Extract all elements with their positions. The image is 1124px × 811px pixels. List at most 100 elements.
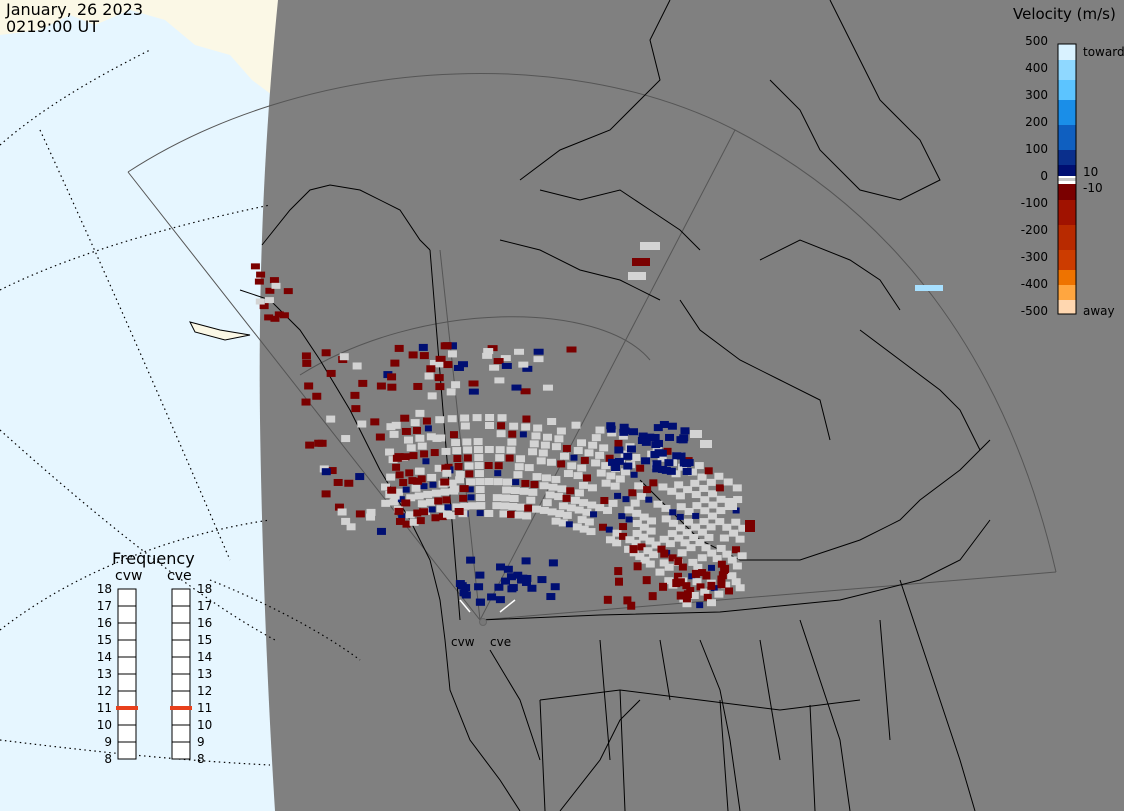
echo-cell bbox=[496, 563, 506, 571]
echo-cell bbox=[405, 511, 415, 519]
echo-cell bbox=[440, 488, 450, 496]
echo-cell bbox=[680, 539, 690, 547]
echo-cell bbox=[659, 535, 669, 543]
echo-cell bbox=[714, 472, 724, 480]
legend-title: Velocity (m/s) bbox=[1013, 5, 1116, 23]
echo-cell bbox=[402, 520, 411, 528]
frequency-box bbox=[171, 673, 191, 692]
echo-cell bbox=[654, 449, 664, 457]
echo-cell bbox=[270, 315, 280, 322]
echo-cell bbox=[447, 342, 457, 350]
echo-cell bbox=[513, 571, 523, 579]
echo-cell bbox=[473, 446, 483, 454]
echo-cell bbox=[660, 549, 669, 558]
echo-cell bbox=[475, 571, 485, 579]
echo-cell bbox=[427, 392, 437, 400]
echo-cell bbox=[516, 455, 526, 463]
echo-cell bbox=[738, 524, 748, 532]
echo-cell bbox=[578, 481, 588, 489]
echo-cell bbox=[688, 573, 696, 580]
echo-cell bbox=[606, 422, 616, 430]
echo-cell bbox=[701, 544, 711, 552]
echo-cell bbox=[346, 523, 356, 531]
echo-cell bbox=[502, 486, 512, 494]
echo-cell bbox=[682, 600, 692, 608]
echo-cell bbox=[580, 456, 589, 464]
echo-cell bbox=[590, 511, 598, 518]
echo-cell bbox=[657, 545, 666, 553]
echo-cell bbox=[406, 444, 416, 452]
echo-cell bbox=[703, 593, 712, 601]
echo-cell bbox=[454, 507, 464, 515]
echo-cell bbox=[494, 377, 505, 384]
echo-cell bbox=[321, 490, 331, 498]
echo-cell bbox=[434, 464, 444, 472]
echo-cell bbox=[508, 430, 517, 438]
echo-cell bbox=[508, 502, 518, 510]
echo-cell bbox=[255, 298, 265, 305]
echo-cell bbox=[509, 495, 519, 503]
echo-cell bbox=[487, 593, 497, 601]
echo-cell bbox=[443, 361, 453, 369]
echo-cell bbox=[468, 502, 478, 510]
echo-cell bbox=[446, 388, 456, 396]
echo-cell bbox=[312, 392, 322, 400]
echo-cell bbox=[639, 513, 649, 521]
echo-cell bbox=[706, 599, 716, 607]
echo-cell bbox=[708, 501, 718, 509]
echo-cell bbox=[301, 352, 311, 360]
echo-cell bbox=[424, 425, 432, 432]
echo-cell bbox=[684, 518, 694, 526]
echo-cell bbox=[664, 577, 674, 585]
echo-cell bbox=[533, 424, 543, 432]
echo-cell bbox=[683, 486, 693, 494]
echo-cell bbox=[695, 539, 705, 547]
echo-cell bbox=[530, 480, 539, 488]
echo-cell bbox=[608, 499, 618, 507]
echo-cell bbox=[350, 391, 360, 399]
echo-cell bbox=[707, 581, 716, 590]
echo-cell bbox=[473, 438, 483, 446]
echo-cell bbox=[429, 481, 437, 488]
echo-cell bbox=[619, 428, 629, 436]
echo-cell bbox=[614, 439, 623, 447]
echo-cell bbox=[573, 472, 583, 480]
map-date: January, 26 2023 bbox=[6, 0, 143, 19]
echo-cell bbox=[664, 563, 674, 571]
graticule-lines bbox=[0, 49, 361, 766]
ocean-inlet bbox=[118, 45, 175, 78]
echo-cell bbox=[683, 590, 692, 599]
echo-cell bbox=[431, 514, 440, 522]
echo-cell bbox=[441, 447, 451, 455]
echo-cell bbox=[442, 469, 452, 477]
echo-cell bbox=[675, 524, 685, 532]
echo-cell bbox=[537, 576, 547, 584]
echo-cell bbox=[301, 398, 311, 406]
echo-cell bbox=[717, 580, 726, 589]
echo-cell bbox=[659, 582, 668, 591]
echo-cell bbox=[732, 507, 740, 514]
echo-cell bbox=[618, 432, 628, 440]
echo-cell bbox=[533, 348, 544, 355]
echo-cell bbox=[699, 518, 709, 526]
echo-cell bbox=[636, 464, 645, 472]
echo-cell bbox=[583, 474, 592, 482]
echo-cell bbox=[460, 502, 470, 510]
echo-cell bbox=[610, 482, 620, 490]
echo-cell bbox=[631, 539, 641, 547]
frequency-scale-label: 10 bbox=[197, 718, 213, 732]
away-label: away bbox=[1083, 304, 1115, 318]
echo-cell bbox=[577, 516, 587, 524]
echo-cell bbox=[424, 372, 434, 380]
echo-cell bbox=[634, 482, 644, 490]
echo-cell bbox=[722, 523, 732, 531]
echo-cell bbox=[558, 502, 568, 510]
echo-cell bbox=[554, 493, 564, 501]
echo-cell bbox=[352, 362, 362, 370]
echo-cell bbox=[426, 433, 436, 441]
echo-cell bbox=[474, 470, 484, 478]
echo-cell bbox=[542, 433, 552, 441]
echo-cell bbox=[506, 446, 516, 454]
echo-cell bbox=[622, 496, 630, 503]
